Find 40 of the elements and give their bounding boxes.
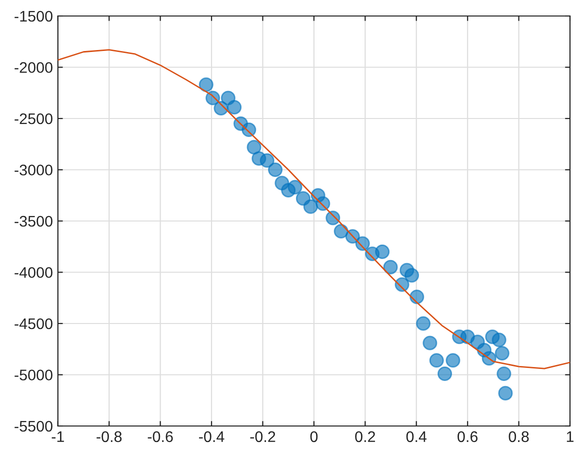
point bbox=[260, 153, 274, 168]
point bbox=[496, 366, 512, 382]
x-tick-label: 0.4 bbox=[406, 431, 427, 442]
x-tick-label: -0.6 bbox=[148, 431, 173, 442]
x-tick-label: 0.8 bbox=[508, 431, 529, 442]
point bbox=[288, 180, 302, 194]
point bbox=[383, 260, 398, 274]
y-tick-label: -5000 bbox=[14, 370, 52, 380]
point bbox=[446, 353, 460, 368]
point bbox=[422, 336, 438, 350]
point bbox=[438, 366, 452, 382]
point bbox=[429, 353, 444, 368]
point bbox=[416, 316, 431, 331]
point bbox=[198, 77, 214, 92]
x-tick-label: -0.2 bbox=[250, 431, 276, 442]
x-tick-label: 0.2 bbox=[355, 431, 376, 442]
x-tick-label: -0.4 bbox=[199, 431, 224, 442]
x-tick-label: -0.8 bbox=[96, 431, 122, 442]
point bbox=[227, 100, 242, 115]
x-tick-label: 1 bbox=[566, 431, 574, 442]
point bbox=[494, 346, 510, 361]
x-tick-label: 0 bbox=[310, 431, 318, 442]
line-series bbox=[58, 49, 570, 370]
point bbox=[492, 332, 506, 348]
point bbox=[246, 140, 262, 154]
x-tick-label: 0.6 bbox=[458, 431, 478, 442]
y-tick-label: -4500 bbox=[14, 318, 52, 330]
point bbox=[498, 386, 513, 400]
y-tick-label: -4000 bbox=[14, 267, 52, 278]
point bbox=[404, 268, 420, 283]
y-tick-label: -3000 bbox=[14, 164, 52, 176]
y-tick-label: -5500 bbox=[14, 420, 52, 432]
y-tick-label: -2500 bbox=[14, 113, 52, 124]
x-tick-label: -1 bbox=[52, 431, 64, 442]
y-tick-label: -2000 bbox=[14, 62, 52, 73]
point bbox=[375, 244, 390, 260]
point bbox=[303, 199, 318, 214]
y-tick-label: -3500 bbox=[14, 216, 52, 227]
y-tick-label: -1500 bbox=[14, 10, 52, 22]
point bbox=[268, 162, 283, 178]
